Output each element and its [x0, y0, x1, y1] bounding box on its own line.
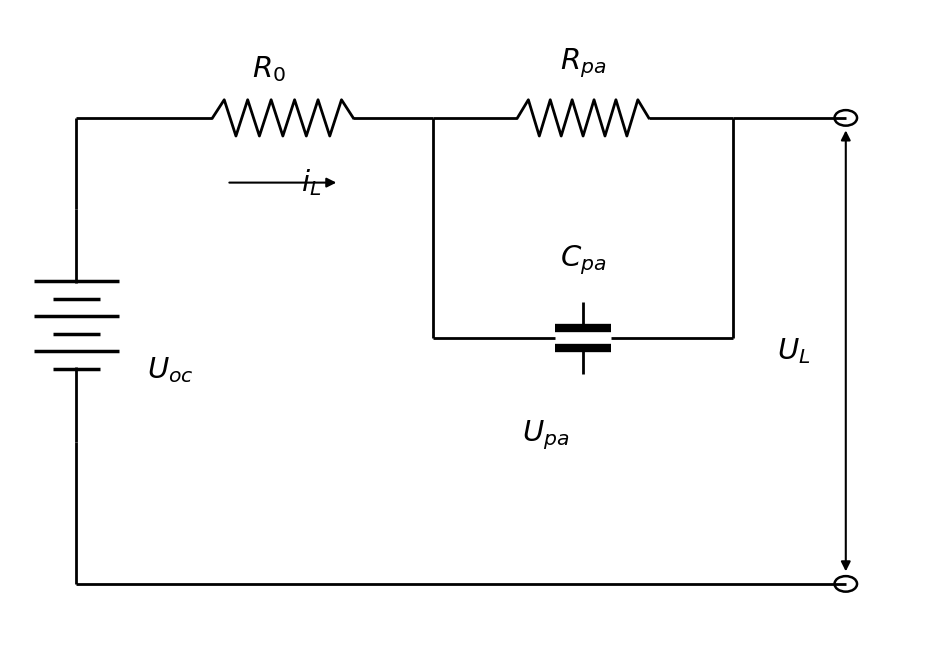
Text: $U_{pa}$: $U_{pa}$ [522, 418, 569, 452]
Text: $U_{oc}$: $U_{oc}$ [147, 356, 194, 385]
Text: $i_{L}$: $i_{L}$ [301, 167, 321, 198]
Text: $U_{L}$: $U_{L}$ [777, 336, 811, 366]
Text: $C_{pa}$: $C_{pa}$ [560, 244, 606, 277]
Text: $R_{0}$: $R_{0}$ [252, 55, 286, 84]
Text: $R_{pa}$: $R_{pa}$ [560, 46, 606, 80]
